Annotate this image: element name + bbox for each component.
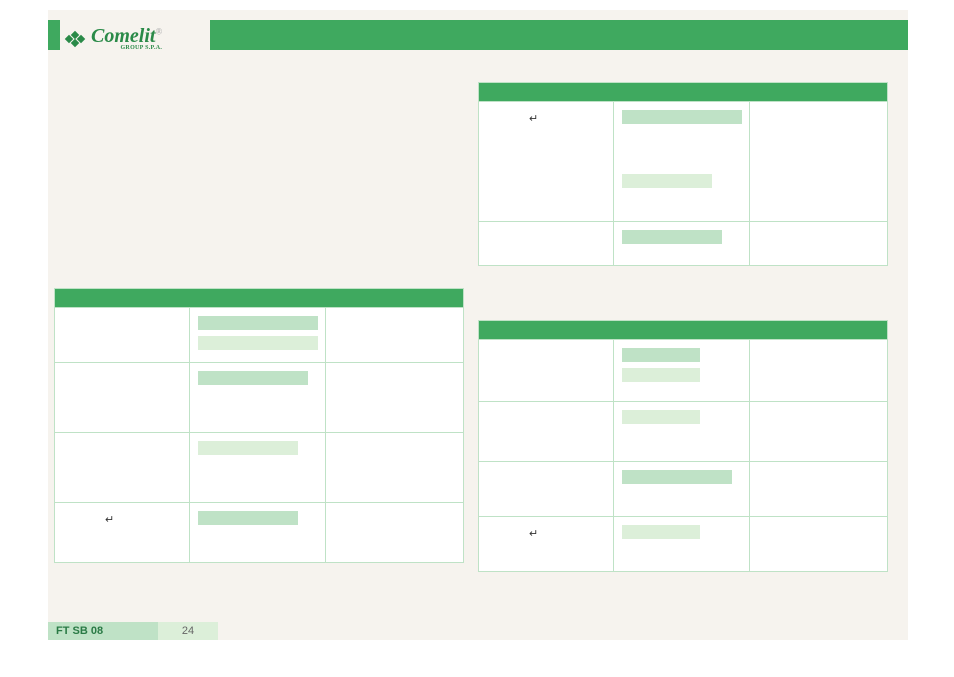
table-cell: ↵ <box>479 102 614 221</box>
table-cell <box>750 340 887 401</box>
redacted-text <box>622 470 732 484</box>
table-cell <box>326 433 463 502</box>
logo-text: Comelit® GROUP S.P.A. <box>91 25 162 51</box>
redacted-text <box>198 316 318 330</box>
logo-mark-icon <box>64 26 88 50</box>
table-row <box>479 221 887 265</box>
redacted-text <box>198 441 298 455</box>
table-cell <box>614 462 749 516</box>
table-cell: ↵ <box>55 503 190 562</box>
page-container: Comelit® GROUP S.P.A. ↵ ↵ ↵ FT SB 08 24 <box>48 10 908 640</box>
table-cell <box>750 102 887 221</box>
table-cell <box>614 222 749 265</box>
table-bottom_right: ↵ <box>478 320 888 572</box>
table-cell <box>750 402 887 461</box>
redacted-text <box>622 348 700 362</box>
redacted-text <box>622 230 722 244</box>
redacted-text <box>622 110 742 124</box>
table-row: ↵ <box>479 516 887 571</box>
table-cell <box>614 102 750 221</box>
table-cell <box>750 222 887 265</box>
footer-code: FT SB 08 <box>48 622 158 640</box>
redacted-text <box>622 525 700 539</box>
table-cell: ↵ <box>479 517 614 571</box>
arrow-icon: ↵ <box>105 513 114 526</box>
redacted-text <box>198 371 308 385</box>
redacted-text <box>622 410 700 424</box>
redacted-text <box>622 174 712 188</box>
table-header <box>479 321 887 339</box>
table-cell <box>750 462 887 516</box>
table-row <box>479 461 887 516</box>
table-cell <box>190 363 325 432</box>
logo: Comelit® GROUP S.P.A. <box>60 17 210 59</box>
table-cell <box>614 517 749 571</box>
table-row <box>55 307 463 362</box>
table-cell <box>479 402 614 461</box>
table-header <box>479 83 887 101</box>
table-row <box>55 432 463 502</box>
table-cell <box>326 363 463 432</box>
table-top_right: ↵ <box>478 82 888 266</box>
table-row <box>479 401 887 461</box>
arrow-icon: ↵ <box>529 112 538 125</box>
table-row <box>479 339 887 401</box>
redacted-text <box>622 368 700 382</box>
table-cell <box>190 433 325 502</box>
redacted-text <box>198 511 298 525</box>
footer-page: 24 <box>158 622 218 640</box>
table-cell <box>190 308 326 362</box>
table-cell <box>614 340 749 401</box>
table-row <box>55 362 463 432</box>
table-cell <box>55 308 190 362</box>
table-row: ↵ <box>55 502 463 562</box>
brand-name: Comelit <box>91 25 155 47</box>
table-cell <box>55 433 190 502</box>
table-header <box>55 289 463 307</box>
table-cell <box>479 222 614 265</box>
table-cell <box>326 503 463 562</box>
table-cell <box>55 363 190 432</box>
table-cell <box>614 402 749 461</box>
footer: FT SB 08 24 <box>48 622 218 640</box>
table-cell <box>326 308 463 362</box>
table-row: ↵ <box>479 101 887 221</box>
table-left: ↵ <box>54 288 464 563</box>
table-cell <box>479 340 614 401</box>
arrow-icon: ↵ <box>529 527 538 540</box>
redacted-text <box>198 336 318 350</box>
table-cell <box>479 462 614 516</box>
brand-suffix: ® <box>155 26 162 36</box>
table-cell <box>750 517 887 571</box>
table-cell <box>190 503 325 562</box>
